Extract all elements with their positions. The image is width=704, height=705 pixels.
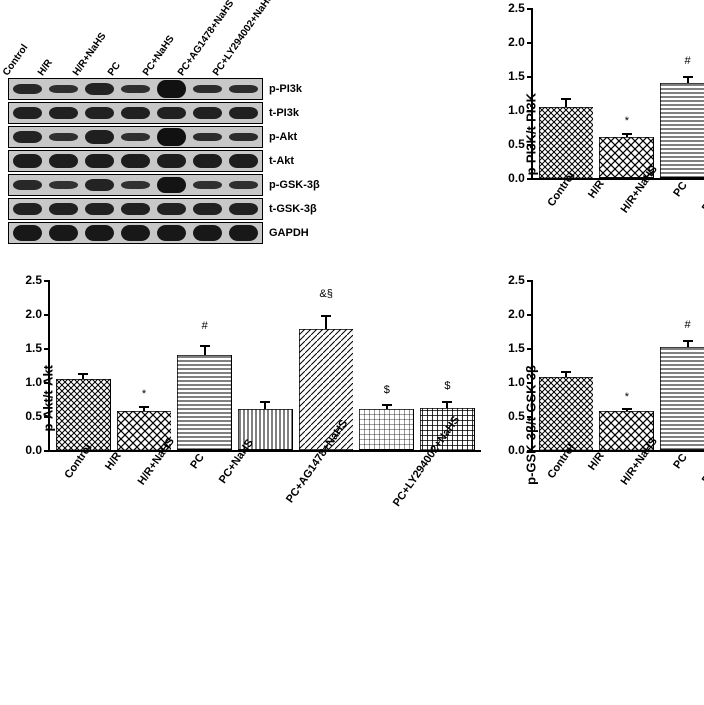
bar: [539, 107, 594, 178]
blot-group-label: PC+AG1478+NaHS: [176, 43, 205, 78]
significance-marker: *: [142, 388, 146, 400]
y-tick-label: 0.0: [25, 443, 50, 457]
blot-protein-label: p-Akt: [269, 131, 297, 143]
blot-protein-label: GAPDH: [269, 227, 309, 239]
significance-marker: #: [202, 320, 208, 332]
y-tick-label: 1.0: [508, 375, 533, 389]
y-tick-label: 0.5: [25, 409, 50, 423]
significance-marker: *: [625, 115, 629, 127]
y-tick-label: 2.5: [508, 273, 533, 287]
blot-row: p-Akt: [8, 126, 481, 148]
western-blot-panel: ControlH/RH/R+NaHSPCPC+NaHSPC+AG1478+NaH…: [8, 8, 481, 270]
blot-group-label: PC+NaHS: [141, 43, 170, 78]
y-tick-label: 1.5: [508, 341, 533, 355]
bar: [539, 377, 594, 450]
y-tick-label: 2.5: [25, 273, 50, 287]
y-tick-label: 2.5: [508, 1, 533, 15]
y-tick-label: 0.5: [508, 409, 533, 423]
significance-marker: #: [684, 55, 690, 67]
bar: [660, 83, 704, 178]
y-tick-label: 0.5: [508, 137, 533, 151]
blot-row: t-GSK-3β: [8, 198, 481, 220]
figure: ControlH/RH/R+NaHSPCPC+NaHSPC+AG1478+NaH…: [8, 8, 696, 542]
blot-group-label: PC+LY294002+NaHS: [211, 43, 240, 78]
blot-group-label: H/R+NaHS: [71, 43, 100, 78]
significance-marker: $: [444, 380, 450, 392]
y-tick-label: 2.0: [25, 307, 50, 321]
blot-protein-label: p-PI3k: [269, 83, 302, 95]
blot-group-label: Control: [1, 43, 30, 78]
blot-group-label: H/R: [36, 43, 65, 78]
significance-marker: $: [384, 384, 390, 396]
y-tick-label: 1.5: [25, 341, 50, 355]
y-tick-label: 2.0: [508, 307, 533, 321]
significance-marker: #: [684, 319, 690, 331]
blot-protein-label: t-PI3k: [269, 107, 299, 119]
bar: [177, 355, 232, 450]
significance-marker: &§: [319, 288, 332, 300]
y-tick-label: 1.5: [508, 69, 533, 83]
blot-protein-label: t-GSK-3β: [269, 203, 317, 215]
y-tick-label: 2.0: [508, 35, 533, 49]
y-tick-label: 1.0: [25, 375, 50, 389]
blot-row: GAPDH: [8, 222, 481, 244]
chart-gsk3b: p-GSK-3β/t-GSK-3β0.00.51.01.52.02.5*#&§$…: [491, 280, 704, 542]
blot-row: t-Akt: [8, 150, 481, 172]
blot-row: t-PI3k: [8, 102, 481, 124]
chart-pi3k: p-PI3K/t-PI3K0.00.51.01.52.02.5*#&§$$Con…: [491, 8, 704, 270]
blot-protein-label: t-Akt: [269, 155, 294, 167]
blot-protein-label: p-GSK-3β: [269, 179, 320, 191]
bar: [660, 347, 704, 450]
y-tick-label: 1.0: [508, 103, 533, 117]
bar: [56, 379, 111, 450]
significance-marker: *: [625, 391, 629, 403]
y-tick-label: 0.0: [508, 443, 533, 457]
blot-row: p-PI3k: [8, 78, 481, 100]
y-tick-label: 0.0: [508, 171, 533, 185]
chart-akt: p-Akt/t-Akt0.00.51.01.52.02.5*#&§$$Contr…: [8, 280, 481, 542]
blot-row: p-GSK-3β: [8, 174, 481, 196]
blot-group-labels: ControlH/RH/R+NaHSPCPC+NaHSPC+AG1478+NaH…: [10, 8, 481, 78]
blot-group-label: PC: [106, 43, 135, 78]
